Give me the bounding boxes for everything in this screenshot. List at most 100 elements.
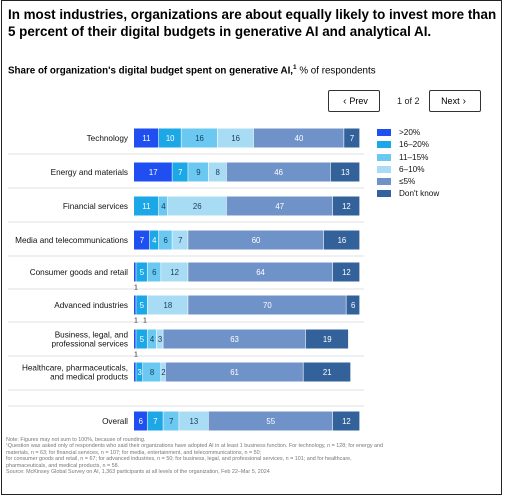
bar-le-5-healthcare-pharmaceuticals-and-medical-products: [165, 362, 303, 382]
data-label: 7: [153, 417, 157, 426]
data-label: 2: [161, 368, 165, 377]
bar-6-to-10-healthcare-pharmaceuticals-and-medical-products: [161, 362, 166, 382]
chart-notes: Note: Figures may not sum to 100%, becau…: [6, 437, 496, 475]
category-label: and medical products: [50, 373, 128, 382]
bar-16-to-20-overall: [147, 411, 163, 431]
data-label: 7: [140, 236, 144, 245]
data-label: 4: [150, 335, 155, 344]
data-label: 21: [323, 368, 332, 377]
category-label: Consumer goods and retail: [30, 268, 128, 277]
data-label: 11: [142, 202, 150, 211]
data-label: 10: [166, 134, 175, 143]
small-value-label: 1: [134, 352, 138, 359]
category-label: Technology: [87, 134, 129, 143]
bar-le-5-technology: [253, 128, 344, 148]
legend-item-gt-20: >20%: [377, 127, 439, 138]
data-label: 3: [158, 335, 162, 344]
bar-11-to-15-healthcare-pharmaceuticals-and-medical-products: [143, 362, 161, 382]
next-label: Next: [441, 96, 460, 106]
note-source: Source: McKinsey Global Survey on AI, 1,…: [6, 469, 270, 476]
legend-label: 6–10%: [399, 164, 425, 174]
note-question: ¹Question was asked only of respondents …: [6, 443, 384, 450]
data-label: 70: [263, 301, 272, 310]
category-label: Financial services: [63, 202, 128, 211]
bar-gt-20-overall: [134, 411, 147, 431]
data-label: 8: [150, 368, 154, 377]
prev-button[interactable]: ‹ Prev: [328, 90, 380, 112]
category-label: Business, legal, and: [55, 330, 129, 339]
note-question-cont-3: pharmaceuticals, and medical products, n…: [6, 462, 120, 469]
data-label: 9: [196, 168, 200, 177]
data-label: 7: [178, 236, 182, 245]
data-label: 47: [275, 202, 284, 211]
bar-gt-20-advanced-industries: [134, 295, 136, 315]
bar-dont-know-energy-and-materials: [330, 162, 360, 182]
category-label: Healthcare, pharmaceuticals,: [22, 363, 128, 372]
legend-swatch: [377, 190, 391, 198]
bar-gt-20-energy-and-materials: [134, 162, 172, 182]
note-question-cont-1: materials, n = 63; for financial service…: [6, 449, 262, 456]
small-value-label: 1: [134, 285, 138, 292]
bar-16-to-20-financial-services: [134, 196, 159, 216]
legend-swatch: [377, 165, 391, 173]
legend-item-11-to-15: 11–15%: [377, 152, 439, 163]
bar-dont-know-business-legal-and-professional-services: [305, 329, 349, 349]
bar-16-to-20-energy-and-materials: [172, 162, 188, 182]
data-label: 4: [152, 236, 157, 245]
bar-dont-know-overall: [332, 411, 360, 431]
data-label: 12: [170, 268, 179, 277]
bar-dont-know-technology: [344, 128, 360, 148]
next-button[interactable]: Next ›: [429, 90, 481, 112]
data-label: 12: [342, 417, 351, 426]
legend-label: 16–20%: [399, 140, 430, 150]
bar-6-to-10-overall: [179, 411, 208, 431]
data-label: 11: [142, 134, 150, 143]
bar-dont-know-media-and-telecommunications: [323, 230, 360, 250]
legend-item-le-5: ≤5%: [377, 176, 439, 187]
bar-dont-know-advanced-industries: [346, 295, 360, 315]
headline-line-1: In most industries, organizations are ab…: [8, 7, 497, 22]
data-label: 60: [252, 236, 261, 245]
legend-label: Don't know: [399, 189, 440, 199]
legend-label: ≤5%: [399, 177, 416, 187]
data-label: 55: [266, 417, 275, 426]
data-label: 16: [231, 134, 240, 143]
category-label: Energy and materials: [51, 168, 128, 177]
bar-6-to-10-business-legal-and-professional-services: [156, 329, 163, 349]
bar-dont-know-healthcare-pharmaceuticals-and-medical-products: [303, 362, 351, 382]
data-label: 12: [342, 202, 351, 211]
bar-dont-know-financial-services: [332, 196, 360, 216]
data-label: 16: [338, 236, 347, 245]
data-label: 17: [149, 168, 158, 177]
footnote-marker: 1: [293, 64, 297, 71]
data-label: 46: [274, 168, 283, 177]
data-label: 4: [161, 202, 166, 211]
data-label: 5: [140, 268, 145, 277]
legend-label: 11–15%: [399, 152, 429, 162]
data-label: 13: [190, 417, 199, 426]
bar-16-to-20-media-and-telecommunications: [149, 230, 159, 250]
bar-11-to-15-media-and-telecommunications: [158, 230, 172, 250]
page-indicator: 1 of 2: [397, 96, 420, 106]
data-label: 5: [140, 301, 145, 310]
bar-le-5-overall: [208, 411, 333, 431]
small-value-label: 1: [134, 318, 138, 325]
data-label: 6: [139, 417, 143, 426]
data-label: 7: [350, 134, 354, 143]
data-label: 26: [193, 202, 202, 211]
bar-le-5-business-legal-and-professional-services: [163, 329, 306, 349]
bar-dont-know-consumer-goods-and-retail: [332, 262, 360, 282]
bar-11-to-15-consumer-goods-and-retail: [147, 262, 161, 282]
bar-16-to-20-technology: [158, 128, 181, 148]
small-value-label: 1: [143, 318, 147, 325]
category-label: Overall: [102, 417, 128, 426]
bar-le-5-financial-services: [226, 196, 333, 216]
data-label: 19: [323, 335, 332, 344]
chevron-right-icon: ›: [462, 95, 466, 107]
chart-headline: In most industries, organizations are ab…: [8, 6, 497, 40]
category-label: Media and telecommunications: [15, 236, 128, 245]
legend-item-6-to-10: 6–10%: [377, 164, 439, 175]
legend-swatch: [377, 178, 391, 186]
bar-6-to-10-consumer-goods-and-retail: [161, 262, 188, 282]
